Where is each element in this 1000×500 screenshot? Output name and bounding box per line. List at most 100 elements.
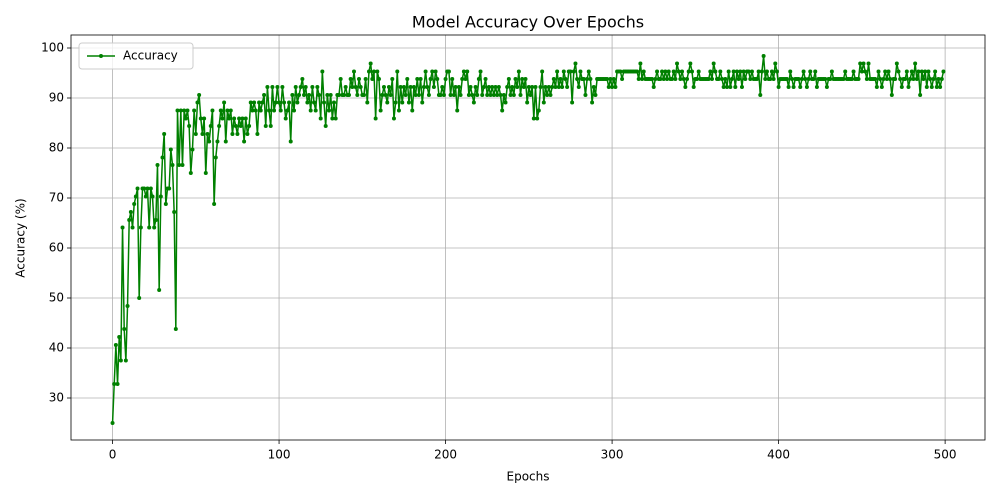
data-point [460, 77, 465, 81]
data-point [217, 124, 222, 128]
data-point [500, 108, 505, 113]
data-point [415, 77, 420, 81]
data-point [292, 108, 297, 113]
data-point [511, 93, 516, 97]
data-point [463, 77, 468, 81]
data-point [914, 77, 919, 81]
data-point [337, 93, 342, 97]
data-point [366, 69, 371, 74]
data-point [670, 77, 675, 81]
data-point [466, 93, 471, 97]
data-point [330, 116, 335, 121]
data-point [262, 93, 267, 97]
x-tick-label: 500 [934, 448, 957, 462]
y-tick-label: 70 [49, 191, 64, 205]
data-point [125, 304, 130, 308]
data-point [561, 69, 566, 74]
data-point [540, 69, 545, 74]
data-point [636, 77, 641, 81]
data-point [913, 61, 918, 66]
data-point [888, 77, 893, 81]
data-point [911, 77, 916, 81]
data-point [172, 210, 177, 214]
data-point [581, 77, 586, 81]
data-point [495, 93, 500, 97]
data-point [253, 108, 258, 113]
data-point [327, 108, 332, 113]
data-point [686, 69, 691, 74]
data-point [813, 69, 818, 74]
data-point [190, 147, 195, 152]
data-point [908, 77, 913, 81]
data-point [358, 85, 363, 89]
data-point [570, 100, 575, 105]
data-point [941, 69, 946, 74]
data-point [260, 100, 265, 105]
data-point [403, 93, 408, 97]
data-point [771, 77, 776, 81]
data-point [939, 77, 944, 81]
data-point [378, 108, 383, 113]
data-point [503, 100, 508, 105]
data-point [325, 93, 330, 97]
data-point [443, 77, 448, 81]
data-point [565, 85, 570, 89]
data-point [428, 77, 433, 81]
data-point [265, 85, 270, 89]
data-point [258, 108, 263, 113]
data-point [343, 85, 348, 89]
data-point [178, 108, 183, 113]
data-point [413, 93, 418, 97]
data-point [933, 69, 938, 74]
data-point [736, 77, 741, 81]
data-point [675, 61, 680, 66]
data-point [290, 93, 295, 97]
data-point [137, 296, 142, 300]
data-point [248, 100, 253, 105]
data-point [280, 85, 285, 89]
data-point [175, 108, 180, 113]
data-point [803, 77, 808, 81]
data-point [671, 69, 676, 74]
data-point [828, 77, 833, 81]
data-point [563, 77, 568, 81]
data-point [919, 69, 924, 74]
data-point [546, 85, 551, 89]
data-point [307, 93, 312, 97]
data-point [516, 69, 521, 74]
data-point [934, 85, 939, 89]
data-point [909, 69, 914, 74]
data-point [533, 85, 538, 89]
data-point [180, 163, 185, 167]
data-point [272, 108, 277, 113]
data-point [811, 77, 816, 81]
data-point [685, 77, 690, 81]
y-tick-label: 80 [49, 141, 64, 155]
data-point [878, 77, 883, 81]
data-point [560, 85, 565, 89]
data-point [328, 93, 333, 97]
data-point [620, 77, 625, 81]
data-point [252, 100, 257, 105]
data-point [187, 124, 192, 128]
data-point [293, 85, 298, 89]
data-point [571, 69, 576, 74]
legend-marker [99, 54, 103, 58]
data-point [721, 85, 726, 89]
data-point [183, 116, 188, 121]
data-point [578, 69, 583, 74]
data-point [938, 85, 943, 89]
data-point [385, 100, 390, 105]
data-point [550, 85, 555, 89]
data-point [310, 85, 315, 89]
data-point [420, 100, 425, 105]
data-point [924, 85, 929, 89]
data-point [245, 132, 250, 136]
data-point [198, 116, 203, 121]
data-point [610, 85, 615, 89]
data-point [841, 77, 846, 81]
data-point [363, 77, 368, 81]
data-point [491, 93, 496, 97]
